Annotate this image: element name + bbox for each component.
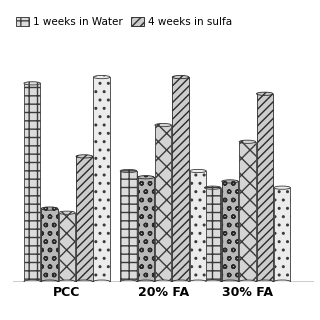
Bar [76,156,92,282]
Ellipse shape [120,280,137,283]
Bar [59,213,75,282]
Bar [24,83,40,282]
Ellipse shape [93,280,110,283]
Bar [41,209,58,282]
Ellipse shape [274,186,291,189]
Ellipse shape [172,76,189,79]
Bar [172,77,189,282]
Bar [274,188,291,282]
Bar [138,177,154,282]
Ellipse shape [41,280,58,283]
Bar [204,188,221,282]
Ellipse shape [257,92,273,95]
Ellipse shape [222,280,238,283]
Ellipse shape [172,280,189,283]
Bar [93,77,110,282]
Bar [190,171,206,282]
Ellipse shape [190,169,206,172]
Ellipse shape [138,176,154,179]
Ellipse shape [222,180,238,183]
Ellipse shape [120,169,137,172]
Ellipse shape [155,124,172,127]
Ellipse shape [41,207,58,210]
Ellipse shape [239,140,256,143]
Ellipse shape [59,211,75,214]
Bar [155,125,172,282]
Ellipse shape [24,280,40,283]
Ellipse shape [190,280,206,283]
Ellipse shape [204,280,221,283]
Bar [239,142,256,282]
Ellipse shape [155,280,172,283]
Ellipse shape [274,280,291,283]
Bar [257,94,273,282]
Legend: 1 weeks in Water, 4 weeks in sulfa: 1 weeks in Water, 4 weeks in sulfa [12,13,236,31]
Ellipse shape [59,280,75,283]
Ellipse shape [239,280,256,283]
Ellipse shape [138,280,154,283]
Ellipse shape [24,82,40,85]
Ellipse shape [76,155,92,158]
Bar [120,171,137,282]
Ellipse shape [204,186,221,189]
Bar [222,181,238,282]
Ellipse shape [257,280,273,283]
Ellipse shape [93,76,110,79]
Ellipse shape [76,280,92,283]
